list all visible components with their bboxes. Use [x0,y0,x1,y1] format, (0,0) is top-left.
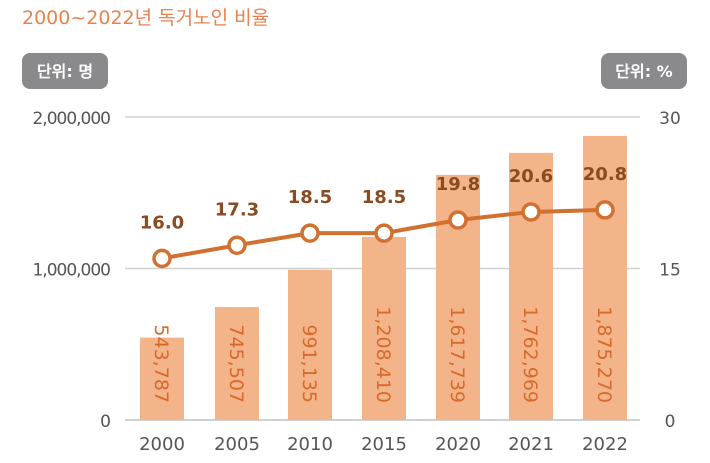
left-tick-label: 2,000,000 [32,109,110,129]
bar [362,236,406,420]
line-value-label: 18.5 [288,187,332,208]
bar [583,135,627,420]
bar [509,152,553,420]
x-tick-label: 2022 [582,434,628,455]
right-unit-label: 단위: % [615,62,672,81]
line-value-label: 16.0 [140,212,184,233]
line-point [300,223,320,243]
x-tick-label: 2000 [139,434,185,455]
bar-value-label: 1,875,270 [593,306,615,403]
bar [215,307,259,420]
x-tick-label: 2005 [214,434,260,455]
bar [140,337,184,420]
x-tick-label: 2021 [508,434,554,455]
line-point [227,235,247,256]
line-value-label: 17.3 [215,199,259,220]
bar-value-label: 991,135 [298,324,320,403]
x-tick-label: 2020 [435,434,481,455]
left-tick-label: 0 [100,412,110,432]
line-value-label: 19.8 [436,174,480,195]
right-tick-label: 30 [659,109,681,129]
right-unit-badge: 단위: % [601,53,687,89]
line-point [521,202,541,222]
left-unit-label: 단위: 명 [37,62,93,81]
chart-title: 2000~2022년 독거노인 비율 [22,7,269,29]
bar-value-label: 1,617,739 [446,306,468,403]
bar-value-label: 1,762,969 [519,306,541,403]
left-tick-label: 1,000,000 [32,261,110,281]
bar-value-label: 1,208,410 [372,306,394,403]
x-tick-label: 2010 [287,434,333,455]
right-tick-label: 15 [659,261,681,281]
bar [288,269,332,420]
line-point [374,223,394,243]
x-tick-label: 2015 [361,434,407,455]
line-point [448,210,468,230]
line-value-label: 18.5 [362,187,406,208]
bar-value-label: 543,787 [150,324,172,403]
line-point [152,248,172,269]
line-value-label: 20.8 [583,164,627,185]
line-point [595,200,615,220]
right-tick-label: 0 [665,412,676,432]
line-value-label: 20.6 [509,166,553,187]
left-unit-badge: 단위: 명 [22,53,108,89]
bar-value-label: 745,507 [225,324,247,403]
